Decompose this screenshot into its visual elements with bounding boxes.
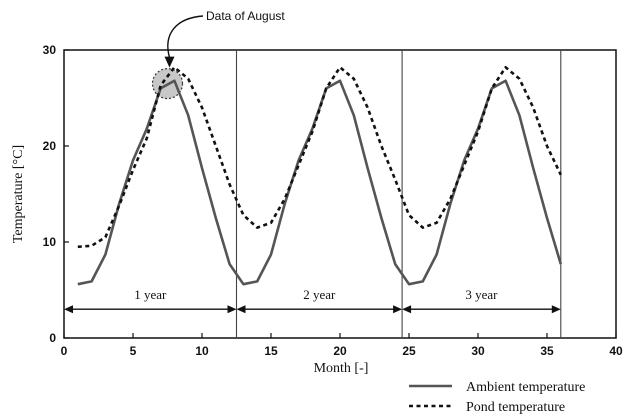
y-tick-label: 20 (43, 139, 57, 153)
period-arrowhead-left (402, 305, 412, 314)
x-tick-label: 35 (540, 344, 554, 358)
period-arrowhead-right (551, 305, 561, 314)
series-line-pond (77, 66, 562, 249)
x-tick-label: 10 (195, 344, 209, 358)
year-dividers (235, 50, 562, 338)
y-axis-title: Temperature [°C] (11, 145, 26, 243)
period-label: 2 year (303, 287, 336, 302)
period-label: 3 year (465, 287, 498, 302)
legend: Ambient temperature Pond temperature (409, 380, 585, 415)
annotation-arrowhead (164, 56, 175, 68)
x-tick-label: 30 (471, 344, 485, 358)
x-tick-label: 20 (333, 344, 347, 358)
y-tick-label: 30 (43, 43, 57, 57)
period-arrowhead-right (227, 305, 237, 314)
annotation-arrow (167, 15, 204, 58)
x-tick-label: 0 (61, 344, 68, 358)
legend-label-ambient: Ambient temperature (466, 380, 585, 395)
x-tick-label: 25 (402, 344, 416, 358)
x-tick-label: 40 (609, 344, 623, 358)
x-tick-label: 5 (130, 344, 137, 358)
annotation: Data of August (164, 9, 285, 68)
y-tick-label: 0 (49, 331, 56, 345)
period-arrowhead-right (393, 305, 403, 314)
series-lines (77, 66, 563, 286)
period-arrowhead-left (236, 305, 246, 314)
axes (63, 49, 617, 339)
annotation-label: Data of August (206, 9, 285, 23)
period-arrows: 1 year 2 year 3 year (64, 287, 561, 314)
tick-labels: 0 5 10 15 20 25 30 35 40 0 10 20 30 (43, 43, 623, 358)
legend-label-pond: Pond temperature (466, 400, 565, 415)
period-arrowhead-left (64, 305, 73, 314)
y-tick-label: 10 (43, 235, 57, 249)
x-tick-label: 15 (264, 344, 278, 358)
x-axis-title: Month [-] (314, 361, 369, 376)
period-label: 1 year (134, 287, 167, 302)
